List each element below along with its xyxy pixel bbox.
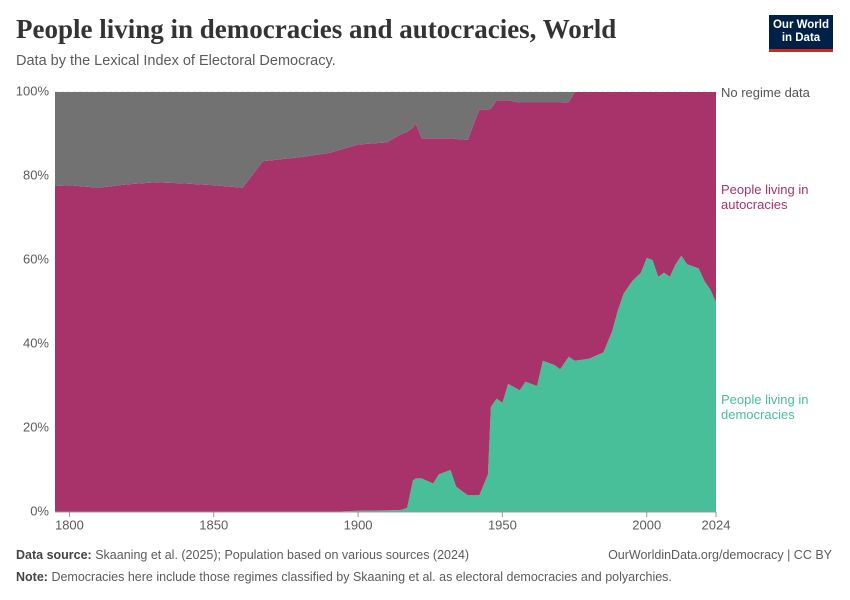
y-tick-label: 20% xyxy=(23,419,49,434)
x-tick-label: 2000 xyxy=(632,517,661,532)
x-tick-label: 1850 xyxy=(199,517,228,532)
y-tick-label: 60% xyxy=(23,251,49,266)
note: Note: Democracies here include those reg… xyxy=(16,570,672,584)
y-tick-label: 40% xyxy=(23,335,49,350)
area xyxy=(55,92,716,188)
series-label: People living in autocracies xyxy=(721,182,809,212)
area xyxy=(55,92,716,512)
logo-line: in Data xyxy=(781,32,821,44)
area xyxy=(55,255,716,513)
x-tick-label: 2024 xyxy=(702,517,731,532)
source-text: Skaaning et al. (2025); Population based… xyxy=(95,548,470,562)
chart-title: People living in democracies and autocra… xyxy=(16,14,617,44)
x-tick-label: 1800 xyxy=(55,517,84,532)
x-tick-label: 1900 xyxy=(344,517,373,532)
series-label: No regime data xyxy=(721,85,810,100)
series-label: People living in democracies xyxy=(721,392,809,422)
source-url[interactable]: OurWorldinData.org/democracy | CC BY xyxy=(608,548,832,562)
logo-line: Our World xyxy=(772,19,829,31)
source-label: Data source: xyxy=(16,548,92,562)
x-tick-label: 1950 xyxy=(488,517,517,532)
note-label: Note: xyxy=(16,570,48,584)
chart: 0% 20% 40% 60% 80% 100% 1800 1850 1900 1950 2000 20… xyxy=(16,83,731,532)
logo[interactable]: Our World in Data xyxy=(769,15,833,52)
y-tick-label: 80% xyxy=(23,167,49,182)
y-tick-label: 100% xyxy=(16,83,50,98)
y-tick-label: 0% xyxy=(30,503,49,518)
source: Data source: Skaaning et al. (2025); Pop… xyxy=(16,548,469,562)
chart-subtitle: Data by the Lexical Index of Electoral D… xyxy=(16,53,336,69)
note-text: Democracies here include those regimes c… xyxy=(51,570,672,584)
